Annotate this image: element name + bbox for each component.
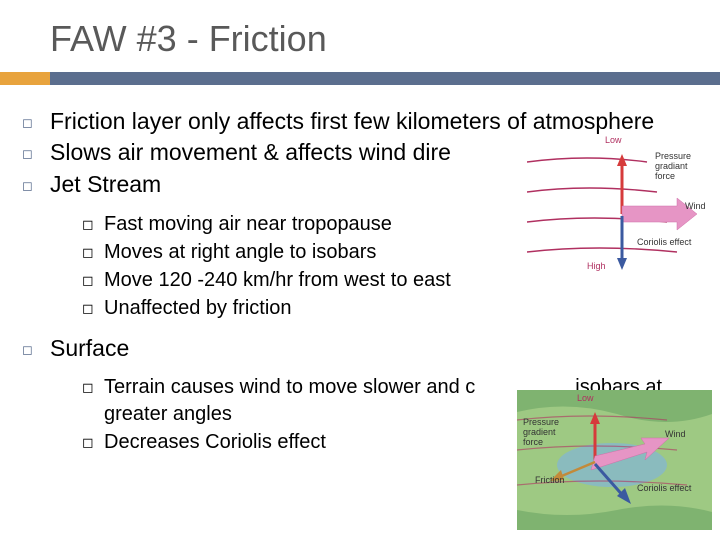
bullet-text: Surface bbox=[50, 334, 700, 363]
bullet-item: ◻ Surface bbox=[22, 334, 700, 363]
square-bullet-icon: ◻ bbox=[82, 429, 104, 452]
label-friction: Friction bbox=[535, 476, 565, 485]
title-rule bbox=[0, 72, 720, 85]
label-coriolis: Coriolis effect bbox=[637, 484, 691, 493]
square-bullet-icon: ◻ bbox=[82, 295, 104, 318]
square-bullet-icon: ◻ bbox=[82, 267, 104, 290]
square-bullet-icon: ◻ bbox=[22, 138, 50, 163]
square-bullet-icon: ◻ bbox=[82, 211, 104, 234]
rule-main bbox=[50, 72, 720, 85]
label-wind: Wind bbox=[685, 202, 706, 211]
bullet-text: Friction layer only affects first few ki… bbox=[50, 107, 700, 136]
surface-diagram: Low Pressure gradient force Wind Frictio… bbox=[517, 390, 712, 530]
bullet-item: ◻ Friction layer only affects first few … bbox=[22, 107, 700, 136]
square-bullet-icon: ◻ bbox=[82, 239, 104, 262]
sub-text: Unaffected by friction bbox=[104, 295, 700, 322]
label-high: High bbox=[587, 262, 606, 271]
square-bullet-icon: ◻ bbox=[22, 170, 50, 195]
sub-item: ◻ Unaffected by friction bbox=[82, 295, 700, 322]
label-low: Low bbox=[605, 136, 622, 145]
label-low: Low bbox=[577, 394, 594, 403]
slide: FAW #3 - Friction ◻ Friction layer only … bbox=[0, 0, 720, 540]
diagram-svg bbox=[517, 390, 712, 530]
rule-accent bbox=[0, 72, 50, 85]
square-bullet-icon: ◻ bbox=[22, 107, 50, 132]
slide-title: FAW #3 - Friction bbox=[0, 18, 720, 60]
square-bullet-icon: ◻ bbox=[82, 374, 104, 397]
square-bullet-icon: ◻ bbox=[22, 334, 50, 359]
label-wind: Wind bbox=[665, 430, 686, 439]
label-force: force bbox=[655, 172, 675, 181]
label-coriolis: Coriolis effect bbox=[637, 238, 691, 247]
upper-air-diagram: Low Pressure gradiant force Wind Corioli… bbox=[527, 134, 712, 279]
label-force: force bbox=[523, 438, 543, 447]
